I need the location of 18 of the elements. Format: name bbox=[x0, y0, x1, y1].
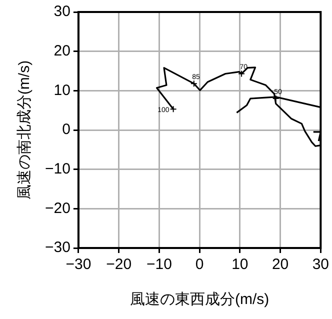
y-tick-label: −20 bbox=[44, 200, 70, 217]
x-tick-label: 0 bbox=[195, 256, 204, 274]
y-tick-label: 10 bbox=[54, 82, 70, 99]
y-tick-label: −10 bbox=[44, 160, 70, 178]
point bbox=[238, 70, 246, 78]
y-tick-label: 20 bbox=[54, 42, 70, 60]
x-tick-label: 10 bbox=[232, 256, 248, 274]
x-tick-label: −10 bbox=[146, 256, 172, 274]
x-axis-title: 風速の東西成分(m/s) bbox=[130, 291, 270, 308]
x-tick-label: 20 bbox=[272, 256, 289, 274]
x-tick-label: −30 bbox=[66, 256, 92, 274]
y-tick-label: 30 bbox=[54, 3, 70, 20]
y-tick-label: 0 bbox=[62, 121, 70, 138]
x-tick-label: 30 bbox=[312, 256, 329, 274]
y-axis-title: 風速の南北成分(m/s) bbox=[16, 60, 34, 200]
x-tick-label: −20 bbox=[106, 256, 132, 274]
point bbox=[190, 80, 198, 88]
y-tick-label: −30 bbox=[44, 239, 70, 256]
